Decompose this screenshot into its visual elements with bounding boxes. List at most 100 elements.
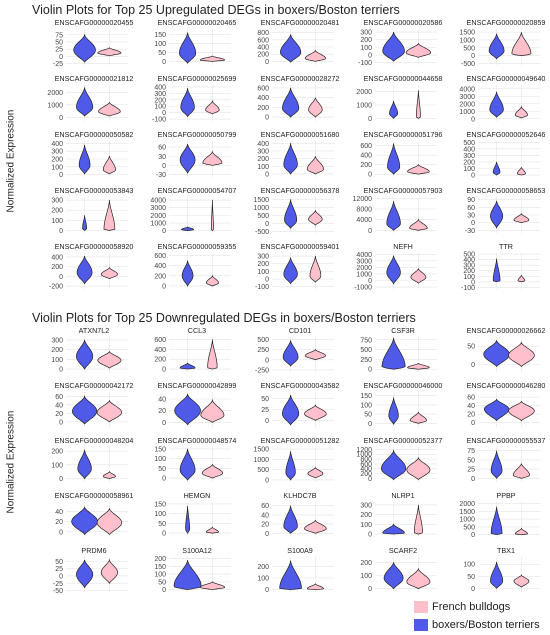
- tick-label: 1000: [253, 457, 269, 464]
- tick-label: 3000: [459, 94, 475, 101]
- tick-label: 600: [257, 85, 269, 92]
- tick-label: 500: [463, 45, 475, 52]
- violin-panel-ENSCAFG00000048574: ENSCAFG00000048574 0 50 100 150: [154, 436, 236, 483]
- tick-label: 100: [463, 562, 475, 569]
- panel-title: ENSCAFG00000044658: [364, 74, 443, 83]
- tick-label: 0: [471, 279, 475, 286]
- tick-label: 50: [158, 579, 166, 586]
- violin-boxers: [382, 523, 405, 535]
- tick-label: 8000: [356, 207, 372, 214]
- tick-label: 30: [467, 213, 475, 220]
- tick-label: 1000: [356, 271, 372, 278]
- tick-label: 60: [261, 503, 269, 510]
- tick-label: 75: [55, 32, 63, 39]
- tick-label: 40: [55, 509, 63, 516]
- tick-label: 2000: [356, 265, 372, 272]
- violin-french: [205, 526, 219, 534]
- violin-panel-SCARF2: SCARF2 0 100 200: [360, 546, 437, 593]
- violin-boxers: [78, 144, 91, 175]
- tick-label: 200: [360, 471, 372, 478]
- tick-label: 0: [471, 476, 475, 483]
- tick-label: 200: [154, 273, 166, 280]
- tick-label: 500: [257, 213, 269, 220]
- violin-panel-ATXN7L2: ATXN7L2 0 100 200 300: [51, 326, 128, 374]
- violin-french: [200, 398, 225, 423]
- tick-label: 2000: [47, 90, 63, 97]
- tick-label: 0: [265, 418, 269, 425]
- tick-label: 0: [59, 367, 63, 374]
- violin-panel-ENSCAFG00000058961: ENSCAFG00000058961 0 20 40: [55, 491, 133, 537]
- violin-panel-S100A9: S100A9 0 100 200: [257, 546, 334, 594]
- violin-panel-ENSCAFG00000057903: ENSCAFG00000057903 0 4000 8000 12000: [353, 186, 443, 235]
- tick-label: 100: [463, 274, 475, 281]
- violin-panel-ENSCAFG00000028272: ENSCAFG00000028272 0 200 400 600: [257, 74, 339, 122]
- panel-title: ENSCAFG00000058653: [467, 186, 546, 195]
- violin-french: [201, 463, 223, 479]
- tick-label: 200: [360, 512, 372, 519]
- violin-french: [97, 350, 122, 369]
- tick-label: 500: [463, 252, 475, 259]
- panel-title: ENSCAFG00000020455: [55, 18, 134, 27]
- tick-label: -500: [461, 61, 475, 68]
- violin-boxers: [71, 506, 98, 535]
- tick-label: 100: [51, 218, 63, 225]
- tick-label: 600: [257, 37, 269, 44]
- violin-boxers: [71, 395, 98, 425]
- tick-label: 400: [51, 141, 63, 148]
- tick-label: 300: [154, 91, 166, 98]
- tick-label: 0: [471, 173, 475, 180]
- tick-label: 400: [463, 257, 475, 264]
- tick-label: 100: [257, 164, 269, 171]
- tick-label: 4000: [150, 198, 166, 205]
- violin-panel-ENSCAFG00000059355: ENSCAFG00000059355 0 200 400 600: [154, 242, 236, 290]
- panel-title: CSF3R: [391, 326, 415, 335]
- tick-label: 50: [467, 457, 475, 464]
- panel-title: ENSCAFG00000058920: [55, 242, 134, 251]
- violin-panel-ENSCAFG00000046000: ENSCAFG00000046000 0 50 100 150: [360, 381, 442, 428]
- tick-label: 0: [368, 172, 372, 179]
- tick-label: 1000: [459, 109, 475, 116]
- panel-title: ATXN7L2: [79, 326, 110, 335]
- panel-title: PRDM6: [81, 546, 106, 555]
- tick-label: 4000: [356, 252, 372, 259]
- tick-label: 1000: [150, 221, 166, 228]
- violin-boxers: [381, 337, 406, 370]
- tick-label: 100: [360, 573, 372, 580]
- tick-label: -100: [358, 60, 372, 67]
- tick-label: 400: [51, 254, 63, 261]
- downregulated-title: Violin Plots for Top 25 Downregulated DE…: [32, 311, 416, 325]
- violin-boxers: [483, 398, 510, 422]
- violin-french: [205, 274, 219, 287]
- tick-label: 100: [257, 269, 269, 276]
- tick-label: 20: [55, 519, 63, 526]
- panel-title: ENSCAFG00000025699: [158, 74, 237, 83]
- tick-label: 500: [257, 467, 269, 474]
- panel-title: ENSCAFG00000046280: [467, 381, 546, 390]
- violin-boxers: [380, 449, 407, 481]
- violin-french: [307, 466, 324, 479]
- tick-label: -50: [53, 588, 63, 595]
- panel-title: NLRP1: [391, 491, 414, 500]
- violin-french: [516, 167, 526, 176]
- violin-boxers: [179, 32, 197, 64]
- tick-label: 0: [59, 54, 63, 61]
- tick-label: 150: [154, 32, 166, 39]
- violin-french: [517, 275, 526, 283]
- tick-label: 300: [463, 153, 475, 160]
- panel-title: ENSCAFG00000053843: [55, 186, 134, 195]
- tick-label: 100: [360, 522, 372, 529]
- panel-title: CCL3: [188, 326, 206, 335]
- tick-label: 0: [265, 59, 269, 66]
- violin-french: [409, 411, 427, 424]
- tick-label: 0: [162, 283, 166, 290]
- upregulated-violin-grid: ENSCAFG00000020455-250255075ENSCAFG00000…: [47, 18, 546, 292]
- violin-panel-HEMGN: HEMGN 0 50 100 150: [154, 491, 231, 538]
